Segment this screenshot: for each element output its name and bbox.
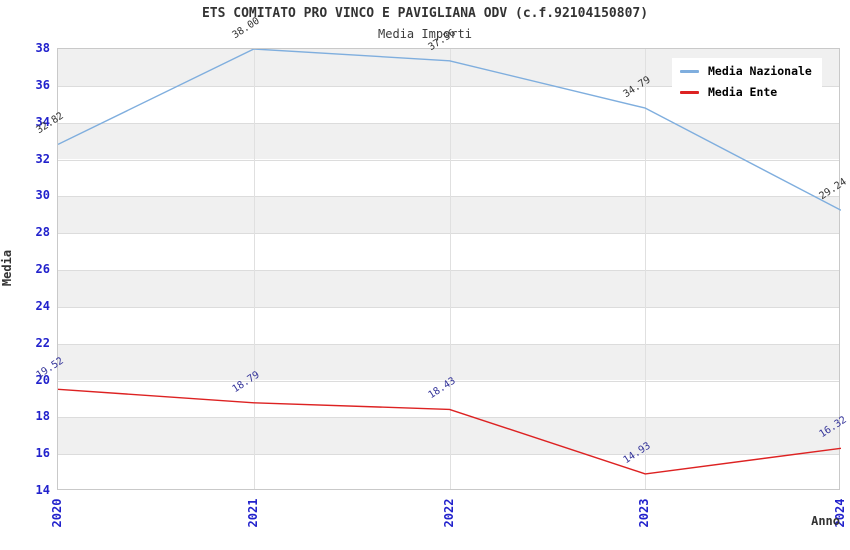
horizontal-gridline bbox=[58, 85, 839, 87]
y-tick-label: 16 bbox=[35, 446, 50, 461]
series-lines bbox=[58, 49, 841, 475]
vertical-gridline bbox=[449, 49, 451, 489]
horizontal-gridline bbox=[58, 196, 839, 198]
x-tick-label: 2022 bbox=[441, 498, 456, 528]
horizontal-gridline bbox=[58, 122, 839, 124]
horizontal-gridline bbox=[58, 159, 839, 161]
media-nazionale-line bbox=[58, 49, 841, 211]
y-tick-label: 30 bbox=[35, 188, 50, 203]
plot-band bbox=[58, 417, 839, 455]
y-tick-label: 18 bbox=[35, 409, 50, 424]
legend-label: Media Ente bbox=[708, 85, 778, 99]
y-tick-label: 20 bbox=[35, 372, 50, 387]
y-tick-label: 32 bbox=[35, 151, 50, 166]
y-tick-label: 28 bbox=[35, 225, 50, 240]
y-tick-label: 36 bbox=[35, 77, 50, 92]
chart-title: ETS COMITATO PRO VINCO E PAVIGLIANA ODV … bbox=[201, 6, 649, 21]
horizontal-gridline bbox=[58, 454, 839, 456]
plot-area bbox=[57, 48, 841, 490]
legend-swatch bbox=[680, 90, 699, 94]
horizontal-gridline bbox=[58, 306, 839, 308]
x-tick-label: 2023 bbox=[637, 498, 652, 528]
x-tick-label: 2020 bbox=[50, 498, 64, 528]
vertical-gridline bbox=[645, 49, 647, 489]
x-axis-label: Anno bbox=[811, 514, 840, 528]
chart-subtitle: Media Importi bbox=[378, 27, 472, 41]
legend-item: Media Ente bbox=[680, 85, 812, 99]
legend-label: Media Nazionale bbox=[708, 64, 812, 78]
y-tick-label: 26 bbox=[35, 262, 50, 276]
y-tick-label: 38 bbox=[35, 41, 50, 55]
plot-band bbox=[58, 343, 839, 381]
x-tick-label: 2024 bbox=[833, 498, 847, 528]
horizontal-gridline bbox=[58, 233, 839, 235]
plot-band bbox=[58, 196, 839, 234]
horizontal-gridline bbox=[58, 417, 839, 419]
y-tick-label: 34 bbox=[35, 114, 50, 129]
y-tick-label: 14 bbox=[35, 483, 50, 497]
legend-item: Media Nazionale bbox=[680, 64, 812, 78]
y-tick-label: 24 bbox=[35, 298, 50, 313]
y-tick-label: 22 bbox=[35, 335, 50, 350]
media-ente-line bbox=[58, 388, 841, 475]
legend-swatch bbox=[680, 69, 699, 73]
x-tick-label: 2021 bbox=[245, 498, 260, 528]
horizontal-gridline bbox=[58, 343, 839, 345]
plot-band bbox=[58, 270, 839, 307]
horizontal-gridline bbox=[58, 270, 839, 271]
legend: Media Nazionale Media Ente bbox=[672, 58, 822, 105]
vertical-gridline bbox=[253, 49, 255, 489]
y-axis-label: Media bbox=[0, 249, 14, 287]
horizontal-gridline bbox=[58, 380, 839, 382]
